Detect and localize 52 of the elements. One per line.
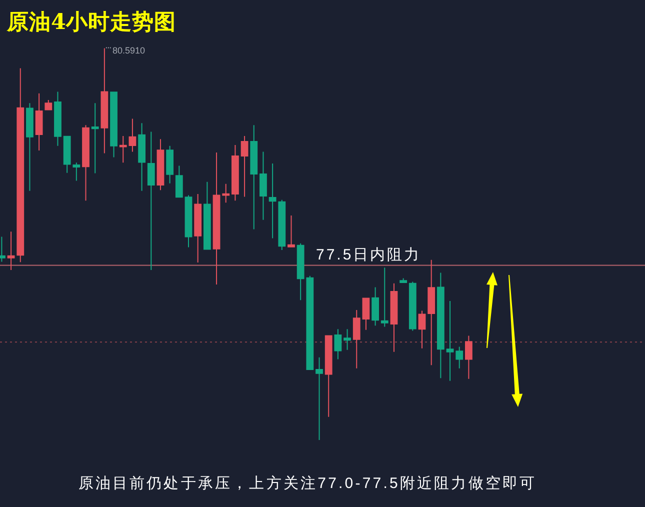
candlestick bbox=[232, 144, 239, 202]
candlestick bbox=[63, 136, 71, 174]
candlestick bbox=[428, 259, 436, 366]
chart-title: 原油4小时走势图 bbox=[6, 10, 176, 35]
candlestick bbox=[250, 124, 258, 230]
candlestick bbox=[352, 309, 360, 369]
candlestick bbox=[194, 194, 202, 264]
candlestick bbox=[128, 118, 136, 152]
candlestick bbox=[166, 145, 174, 184]
candlestick bbox=[212, 152, 220, 285]
candlestick bbox=[110, 91, 118, 158]
candlestick bbox=[316, 356, 323, 440]
candlestick bbox=[240, 136, 248, 198]
candlestick bbox=[138, 122, 146, 192]
candlestick bbox=[465, 335, 472, 380]
candlestick bbox=[16, 68, 24, 263]
candlestick bbox=[7, 231, 15, 270]
candlestick bbox=[184, 194, 192, 248]
candlestick bbox=[203, 181, 211, 250]
annotation: 80.5910 bbox=[112, 45, 145, 56]
candlestick bbox=[372, 286, 379, 326]
candlestick bbox=[436, 272, 444, 379]
candlestick bbox=[260, 151, 267, 220]
candlestick bbox=[44, 100, 52, 111]
text: 原油目前仍处于承压，上方关注77.0-77.5附近阻力做空即可 bbox=[78, 475, 537, 492]
candlestick bbox=[119, 136, 127, 164]
candlestick bbox=[334, 328, 342, 360]
candlestick bbox=[362, 298, 370, 330]
candlestick bbox=[344, 328, 351, 350]
candlestick bbox=[222, 183, 230, 204]
candlestick bbox=[418, 310, 426, 349]
candlestick bbox=[288, 215, 295, 248]
candlestick bbox=[175, 165, 183, 198]
candlestick bbox=[147, 131, 155, 270]
candlestick bbox=[72, 162, 80, 182]
candlestick bbox=[268, 162, 276, 239]
candlestick bbox=[82, 124, 90, 202]
candlestick bbox=[390, 282, 398, 352]
candlestick bbox=[456, 346, 464, 369]
candlestick bbox=[35, 92, 43, 152]
candlestick bbox=[91, 102, 99, 174]
ref-line-label: 77.5日内阻力 bbox=[316, 246, 422, 264]
candlestick bbox=[324, 335, 332, 418]
candlestick bbox=[278, 199, 286, 251]
candlestick bbox=[156, 138, 164, 191]
candlestick bbox=[54, 91, 62, 146]
candlestick bbox=[400, 278, 408, 284]
candlestick bbox=[100, 48, 108, 154]
candlestick bbox=[446, 300, 454, 382]
candlestick bbox=[380, 267, 388, 328]
candlestick bbox=[408, 281, 416, 332]
candlestick bbox=[26, 102, 34, 192]
